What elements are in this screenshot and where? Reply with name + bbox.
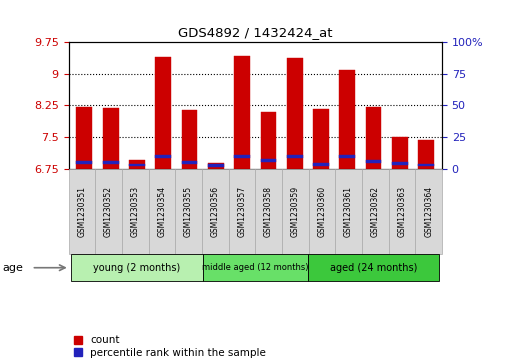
Text: GSM1230355: GSM1230355 bbox=[184, 186, 193, 237]
Text: GSM1230356: GSM1230356 bbox=[211, 186, 220, 237]
Bar bbox=[287, 58, 303, 169]
Text: middle aged (12 months): middle aged (12 months) bbox=[202, 263, 308, 272]
Bar bbox=[287, 155, 303, 158]
Bar bbox=[234, 56, 250, 169]
Text: GSM1230360: GSM1230360 bbox=[318, 186, 327, 237]
Text: GSM1230358: GSM1230358 bbox=[264, 186, 273, 237]
Text: age: age bbox=[3, 263, 23, 273]
Legend: count, percentile rank within the sample: count, percentile rank within the sample bbox=[74, 335, 266, 358]
Text: GSM1230354: GSM1230354 bbox=[157, 186, 167, 237]
Bar bbox=[313, 163, 329, 166]
Bar bbox=[129, 163, 145, 167]
Bar bbox=[182, 110, 198, 169]
Bar bbox=[313, 109, 329, 169]
Bar bbox=[77, 161, 92, 164]
Text: GSM1230362: GSM1230362 bbox=[371, 186, 380, 237]
Text: GSM1230351: GSM1230351 bbox=[77, 186, 86, 237]
Text: young (2 months): young (2 months) bbox=[93, 263, 180, 273]
Bar bbox=[234, 155, 250, 158]
Bar bbox=[418, 163, 434, 167]
Bar bbox=[155, 155, 171, 158]
Bar bbox=[418, 140, 434, 169]
Bar bbox=[366, 160, 382, 163]
Text: aged (24 months): aged (24 months) bbox=[330, 263, 417, 273]
Bar bbox=[103, 161, 118, 164]
Bar bbox=[392, 162, 408, 165]
Bar bbox=[129, 160, 145, 169]
Bar bbox=[339, 155, 355, 158]
Text: GSM1230361: GSM1230361 bbox=[344, 186, 353, 237]
Bar bbox=[366, 106, 382, 169]
Title: GDS4892 / 1432424_at: GDS4892 / 1432424_at bbox=[178, 26, 333, 39]
Text: GSM1230353: GSM1230353 bbox=[131, 186, 140, 237]
Bar bbox=[392, 137, 408, 169]
Bar bbox=[208, 164, 224, 167]
Text: GSM1230364: GSM1230364 bbox=[424, 186, 433, 237]
Text: GSM1230363: GSM1230363 bbox=[397, 186, 406, 237]
Text: GSM1230357: GSM1230357 bbox=[237, 186, 246, 237]
Bar bbox=[155, 57, 171, 169]
Bar bbox=[103, 108, 118, 169]
Bar bbox=[261, 159, 276, 162]
Text: GSM1230359: GSM1230359 bbox=[291, 186, 300, 237]
Bar bbox=[208, 163, 224, 169]
Bar bbox=[261, 112, 276, 169]
Bar bbox=[77, 106, 92, 169]
Bar bbox=[339, 70, 355, 169]
Text: GSM1230352: GSM1230352 bbox=[104, 186, 113, 237]
Bar bbox=[182, 161, 198, 164]
